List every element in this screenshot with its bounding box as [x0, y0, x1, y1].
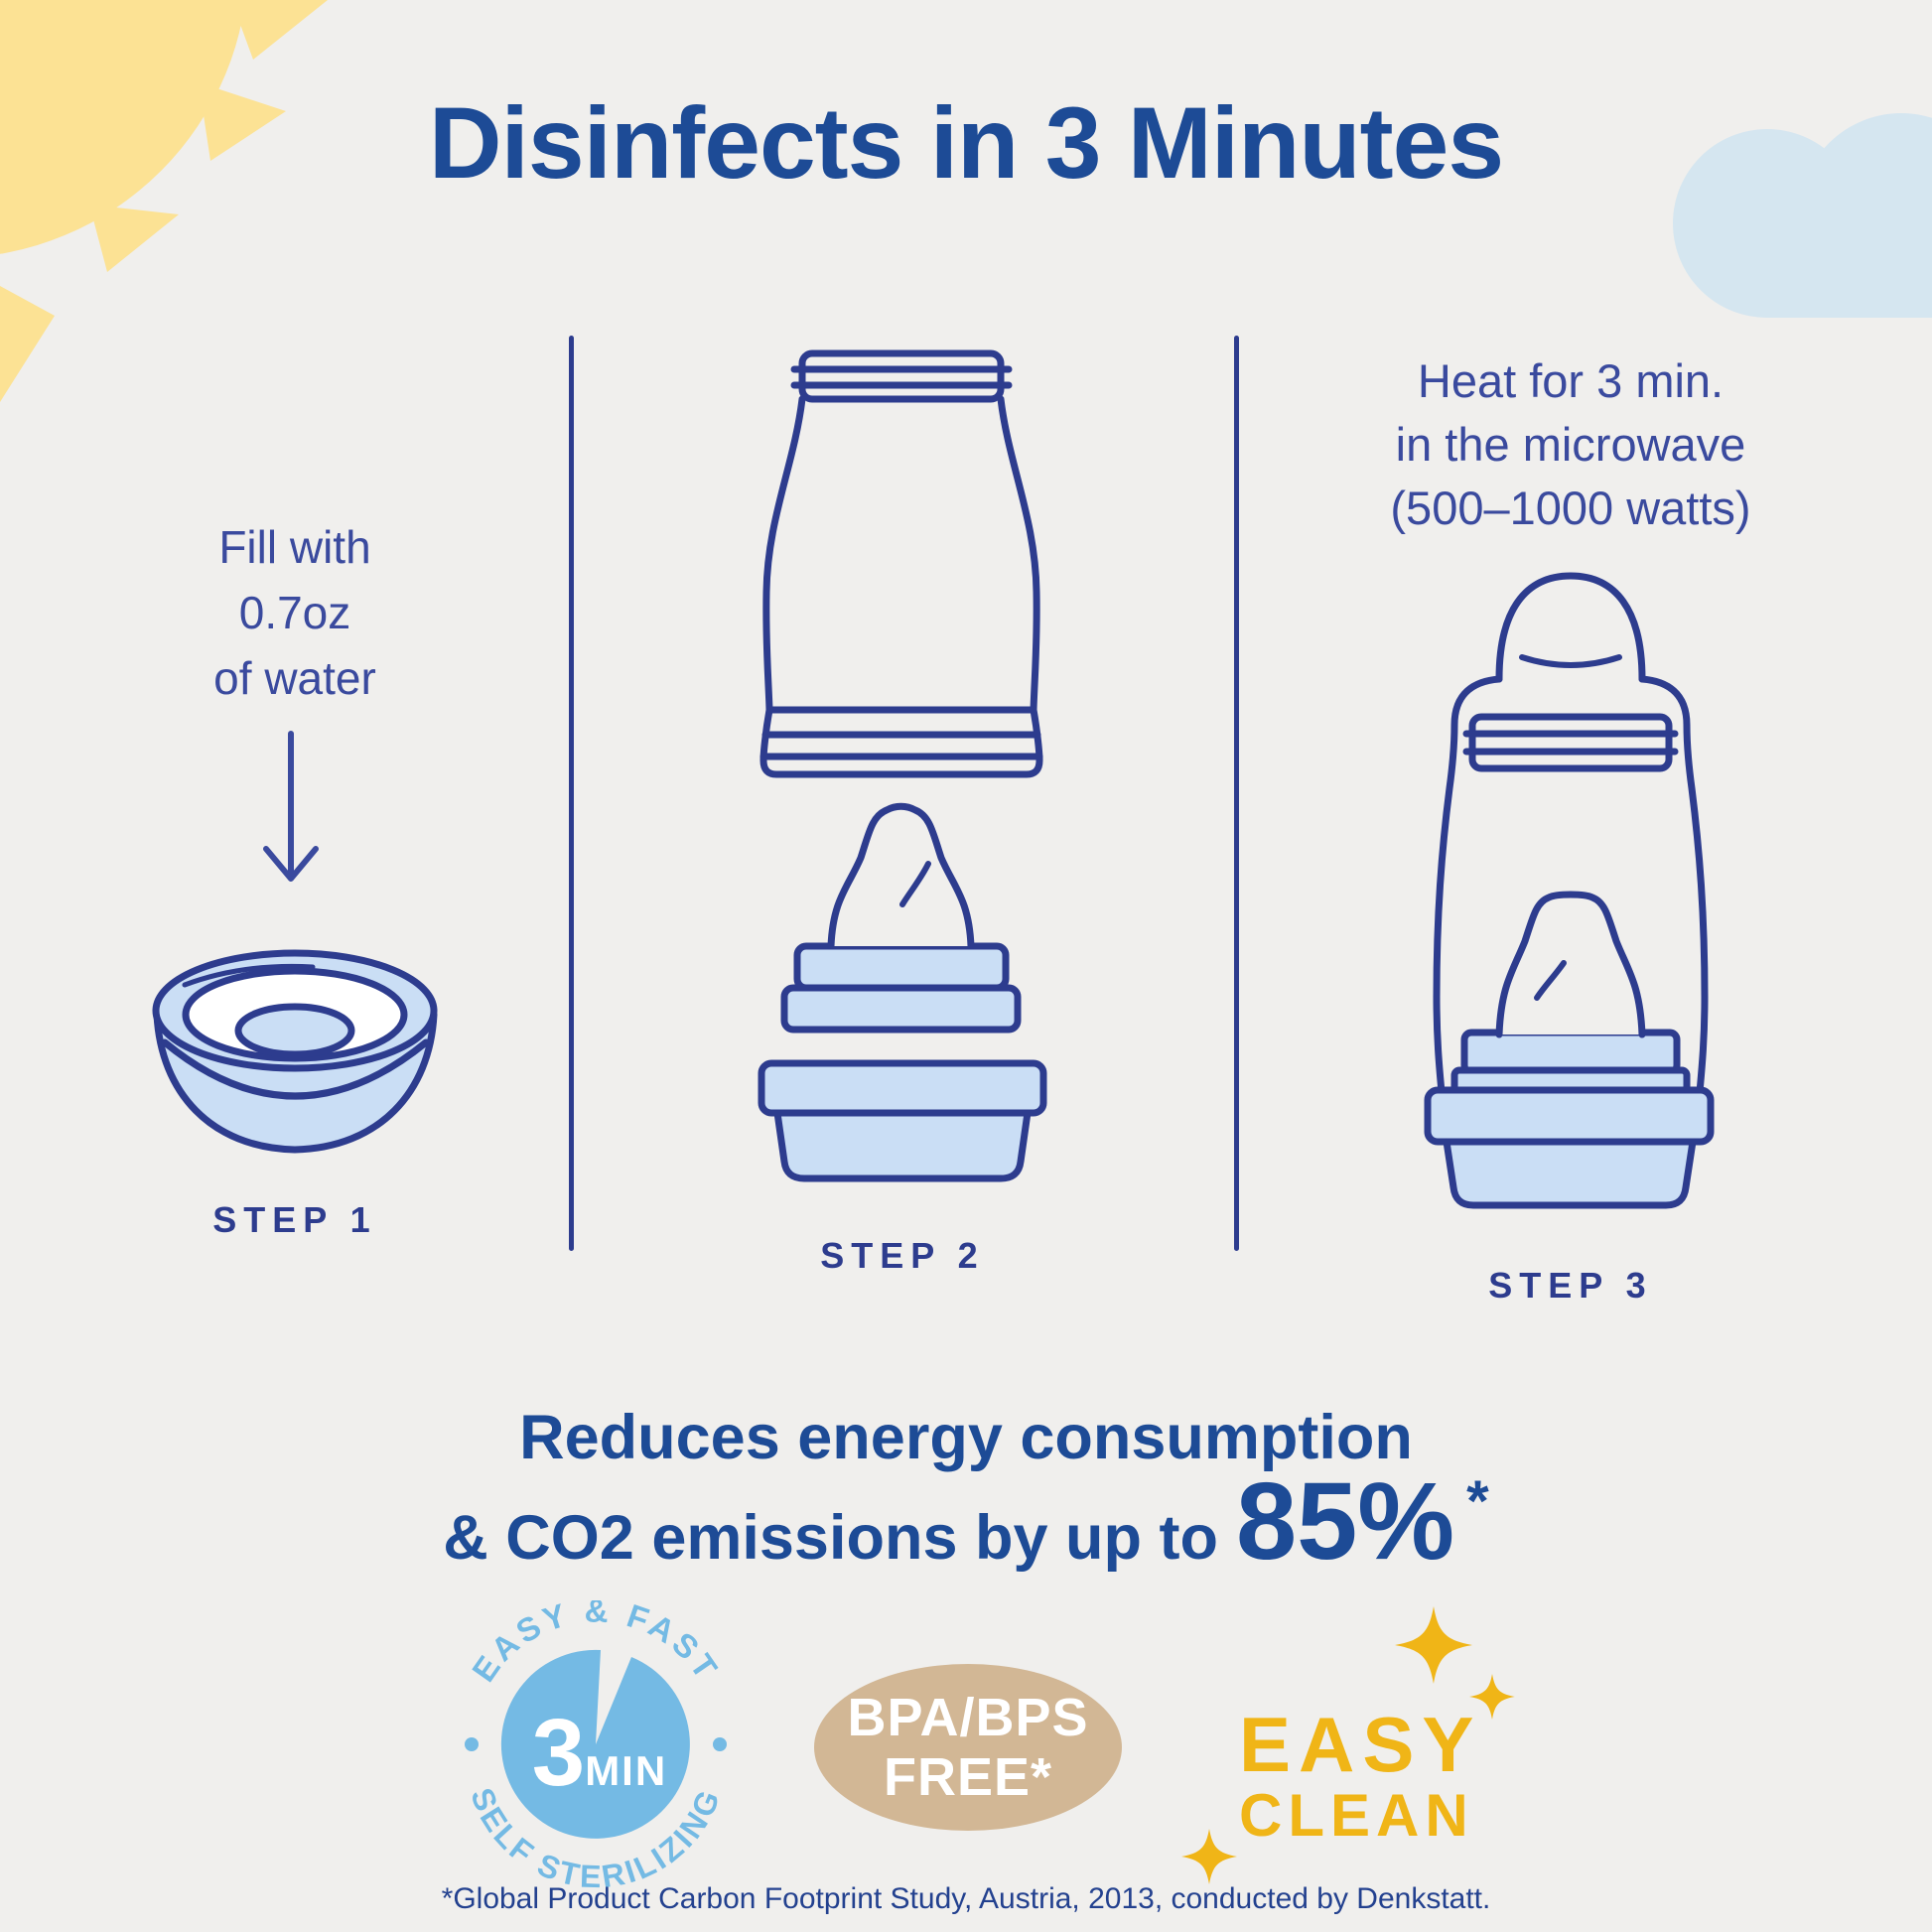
step2-label: STEP 2 [820, 1235, 985, 1276]
step1-label: STEP 1 [212, 1199, 377, 1240]
badge-dot-right [713, 1737, 727, 1751]
cloud-icon [1673, 113, 1932, 318]
badge-duration: 3MIN [532, 1700, 667, 1806]
page-title: Disinfects in 3 Minutes [428, 86, 1504, 200]
step1-instruction-line: 0.7oz [238, 587, 351, 638]
column-divider-right [1234, 336, 1239, 1251]
column-divider-left [569, 336, 574, 1251]
step3-label: STEP 3 [1488, 1265, 1653, 1306]
claim-footnote-marker: * [1466, 1469, 1489, 1534]
bpa-badge-line: BPA/BPS [847, 1688, 1089, 1747]
bowl-illustration [152, 949, 438, 1154]
self-sterilizing-badge: 3MIN EASY & FAST SELF STERILIZING [464, 1600, 727, 1894]
claim-highlight-value: 85% [1235, 1460, 1455, 1583]
step1-instruction-line: Fill with [218, 521, 371, 573]
arrow-down-icon [263, 731, 319, 882]
claim-line1: Reduces energy consumption [519, 1403, 1413, 1472]
bpa-badge-line: FREE* [883, 1747, 1053, 1807]
bottle-body-illustration [759, 349, 1043, 778]
badge-dot-left [465, 1737, 479, 1751]
step3-instruction: Heat for 3 min. in the microwave (500–10… [1362, 349, 1779, 540]
step1-instruction-line: of water [213, 652, 376, 704]
sun-icon [0, 0, 328, 402]
easy-clean-word1: EASY [1239, 1701, 1482, 1788]
footnote-text: *Global Product Carbon Footprint Study, … [441, 1882, 1491, 1915]
sparkle-icon [1469, 1674, 1515, 1720]
claim-line2-text: & CO2 emissions by up to [443, 1503, 1218, 1573]
claim-line2: & CO2 emissions by up to 85% * [0, 1467, 1932, 1577]
step3-instruction-line: Heat for 3 min. [1417, 354, 1725, 407]
nipple-ring-illustration [780, 802, 1022, 1034]
assembled-bottle-illustration [1424, 572, 1715, 1209]
base-illustration [758, 1059, 1047, 1182]
step3-instruction-line: (500–1000 watts) [1390, 482, 1751, 534]
bpa-free-badge: BPA/BPS FREE* [814, 1664, 1122, 1831]
sparkle-icon [1395, 1606, 1472, 1684]
step3-instruction-line: in the microwave [1395, 418, 1746, 471]
sparkle-icon [1181, 1829, 1237, 1884]
step1-instruction: Fill with 0.7oz of water [86, 514, 503, 711]
easy-clean-word2: CLEAN [1239, 1782, 1474, 1849]
timer-pie-icon [500, 1649, 690, 1839]
